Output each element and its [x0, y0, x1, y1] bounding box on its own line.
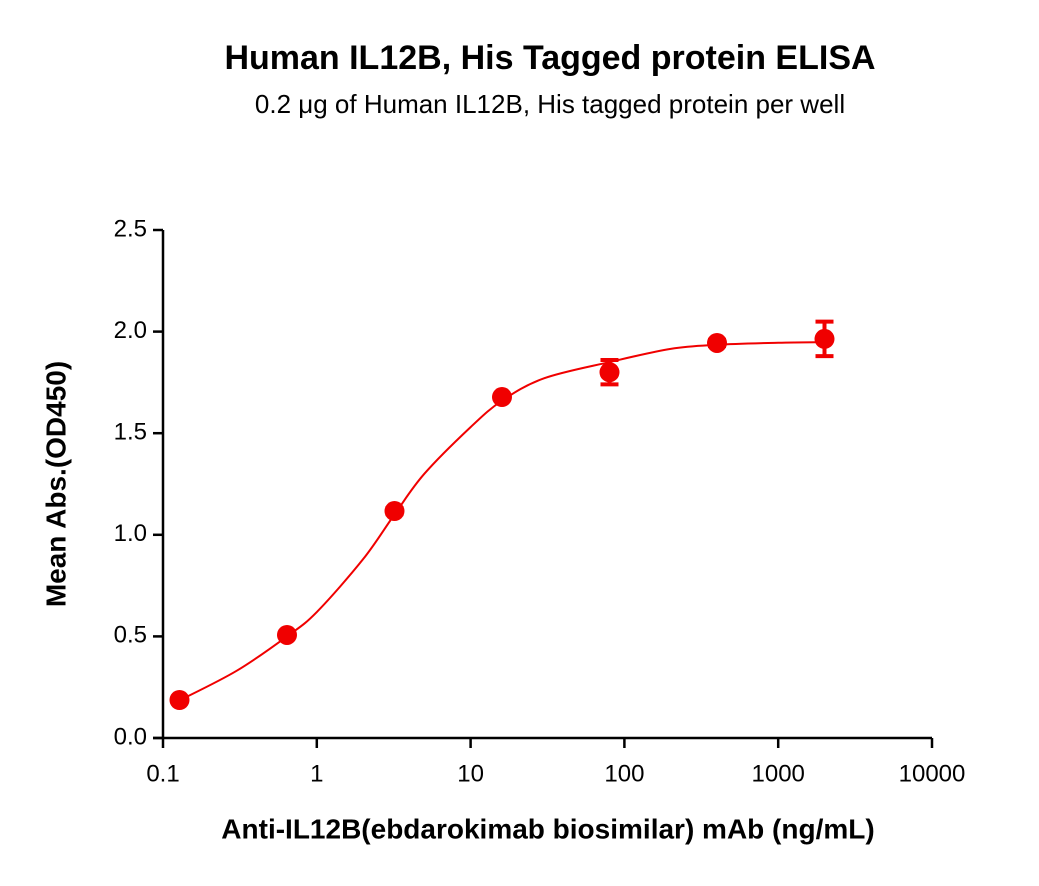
y-tick-label: 2.5	[114, 215, 147, 242]
x-tick-label: 0.1	[146, 760, 179, 787]
x-axis-label: Anti-IL12B(ebdarokimab biosimilar) mAb (…	[221, 813, 874, 844]
point	[599, 362, 620, 383]
x-tick-label: 100	[604, 760, 644, 787]
x-tick-label: 1000	[752, 760, 805, 787]
y-tick-label: 0.0	[114, 723, 147, 750]
y-tick-label: 0.5	[114, 622, 147, 649]
y-tick-label: 1.0	[114, 520, 147, 547]
y-tick-label: 2.0	[114, 317, 147, 344]
point	[814, 328, 835, 349]
x-tick-label: 10	[457, 760, 484, 787]
point	[384, 501, 405, 522]
point	[276, 624, 297, 645]
x-tick-label: 10000	[899, 760, 966, 787]
y-axis-label: Mean Abs.(OD450)	[40, 361, 71, 607]
x-tick-label: 1	[310, 760, 323, 787]
point	[169, 690, 190, 711]
chart-subtitle: 0.2 μg of Human IL12B, His tagged protei…	[255, 89, 845, 119]
point	[706, 332, 727, 353]
chart-title: Human IL12B, His Tagged protein ELISA	[224, 39, 875, 77]
point	[491, 387, 512, 408]
y-tick-label: 1.5	[114, 419, 147, 446]
